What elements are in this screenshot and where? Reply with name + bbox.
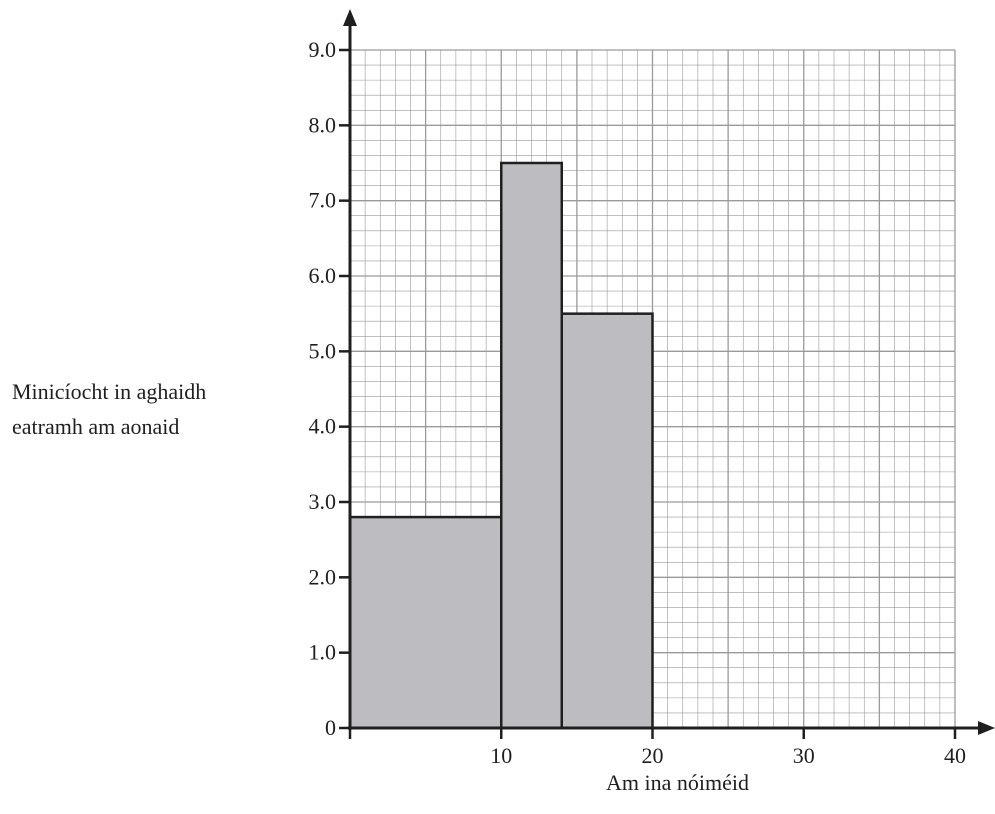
x-axis-label: Am ina nóiméid bbox=[606, 770, 749, 795]
y-tick-label: 1.0 bbox=[309, 640, 337, 665]
y-tick-label: 4.0 bbox=[309, 414, 337, 439]
y-axis-arrow-icon bbox=[343, 9, 357, 26]
y-tick-label: 9.0 bbox=[309, 37, 337, 62]
y-tick-label: 0 bbox=[325, 715, 336, 740]
histogram-bar-1 bbox=[348, 515, 503, 730]
x-tick-label: 20 bbox=[642, 743, 664, 768]
y-tick-label: 7.0 bbox=[309, 188, 337, 213]
x-tick-label: 40 bbox=[944, 743, 966, 768]
y-axis-label-line-2: eatramh am aonaid bbox=[12, 414, 180, 439]
y-tick-label: 3.0 bbox=[309, 489, 337, 514]
histogram-bar-2 bbox=[500, 161, 563, 730]
y-tick-label: 8.0 bbox=[309, 112, 337, 137]
histogram-bars bbox=[348, 161, 654, 730]
tick-labels: 0 1.0 2.0 3.0 4.0 5.0 6.0 7.0 8.0 9.0 10 20 30 40 bbox=[309, 37, 967, 768]
x-tick-label: 10 bbox=[490, 743, 512, 768]
y-tick-label: 6.0 bbox=[309, 263, 337, 288]
x-axis-arrow-icon bbox=[978, 721, 995, 735]
y-axis-label-line-1: Minicíocht in aghaidh bbox=[12, 379, 207, 404]
axes bbox=[343, 9, 995, 735]
histogram-bar-3 bbox=[560, 312, 654, 730]
y-tick-label: 2.0 bbox=[309, 564, 337, 589]
y-tick-label: 5.0 bbox=[309, 338, 337, 363]
x-tick-label: 30 bbox=[793, 743, 815, 768]
